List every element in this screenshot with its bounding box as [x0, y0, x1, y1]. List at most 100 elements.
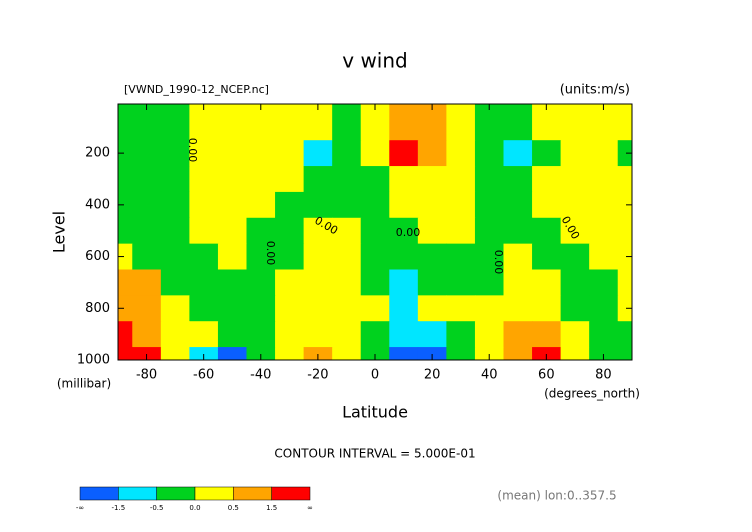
contour-cell: [332, 104, 362, 141]
contour-cell: [160, 140, 190, 167]
contour-cell: [189, 269, 219, 296]
contour-cell: [474, 243, 504, 270]
contour-cell: [389, 166, 419, 193]
contour-cell: [275, 269, 305, 296]
contour-cell: [160, 104, 190, 141]
contour-cell: [389, 347, 419, 361]
contour-cell: [532, 295, 562, 322]
contour-cell: [532, 347, 562, 361]
contour-cell: [589, 104, 619, 141]
contour-cell: [560, 166, 590, 193]
contour-cell: [132, 295, 162, 322]
contour-cell: [132, 217, 162, 245]
contour-cell: [118, 140, 133, 167]
contour-cell: [474, 217, 504, 245]
contour-cell: [360, 243, 390, 270]
y-axis-units: (millibar): [57, 377, 111, 391]
contour-cell: [132, 347, 162, 361]
contour-cell: [503, 295, 533, 322]
contour-cell: [132, 140, 162, 167]
contour-cell: [532, 217, 562, 245]
x-tick-label: 0: [371, 368, 379, 383]
contour-cell: [389, 269, 419, 296]
contour-cell: [332, 191, 362, 219]
x-tick-label: 80: [595, 368, 612, 383]
contour-cell: [446, 166, 476, 193]
contour-cell: [417, 295, 447, 322]
contour-cell: [246, 269, 276, 296]
contour-cell: [275, 347, 305, 361]
contour-cell: [617, 140, 633, 167]
contour-cell: [160, 243, 190, 270]
contour-cell: [246, 104, 276, 141]
contour-cell: [217, 321, 247, 348]
contour-cell: [446, 104, 476, 141]
colorbar-swatch: [233, 486, 272, 501]
contour-cell: [118, 295, 133, 322]
colorbar-swatch: [118, 486, 157, 501]
contour-cell: [189, 166, 219, 193]
contour-cell: [360, 104, 390, 141]
colorbar-label: -∞: [76, 504, 84, 512]
contour-cell: [474, 321, 504, 348]
contour-cell: [589, 269, 619, 296]
contour-cell: [332, 217, 362, 245]
contour-cell: [389, 295, 419, 322]
contour-cell: [617, 321, 633, 348]
x-tick-label: -20: [307, 368, 328, 383]
contour-cell: [360, 166, 390, 193]
contour-cell: [332, 269, 362, 296]
contour-cell: [217, 347, 247, 361]
contour-cell: [303, 166, 333, 193]
contour-cell: [332, 243, 362, 270]
contour-cell: [132, 243, 162, 270]
contour-cell: [446, 321, 476, 348]
contour-cell: [560, 243, 590, 270]
colorbar-swatch: [79, 486, 119, 501]
contour-cell: [217, 217, 247, 245]
colorbar-swatch: [194, 486, 234, 501]
contour-cell: [560, 217, 590, 245]
contour-cell: [160, 295, 190, 322]
contour-cell: [332, 347, 362, 361]
contour-cell: [275, 295, 305, 322]
contour-cell: [417, 217, 447, 245]
contour-cell: [217, 243, 247, 270]
contour-cell: [617, 191, 633, 219]
contour-label: 0.00: [186, 138, 199, 163]
contour-cell: [132, 104, 162, 141]
chart-title: v wind: [342, 49, 407, 73]
contour-cell: [118, 166, 133, 193]
contour-cell: [217, 269, 247, 296]
contour-cell: [474, 347, 504, 361]
contour-cell: [275, 104, 305, 141]
contour-cell: [560, 191, 590, 219]
contour-cell: [275, 243, 305, 270]
contour-cell: [332, 140, 362, 167]
contour-cell: [503, 166, 533, 193]
contour-cell: [132, 166, 162, 193]
colorbar-label: -1.5: [111, 504, 125, 512]
contour-cell: [446, 191, 476, 219]
contour-cell: [560, 347, 590, 361]
contour-cell: [446, 217, 476, 245]
contour-cell: [532, 166, 562, 193]
contour-cell: [589, 217, 619, 245]
contour-cell: [332, 321, 362, 348]
x-axis-units: (degrees_north): [544, 387, 640, 401]
contour-cell: [389, 140, 419, 167]
contour-cell: [417, 243, 447, 270]
contour-cell: [303, 269, 333, 296]
contour-cell: [303, 104, 333, 141]
contour-cell: [617, 166, 633, 193]
colorbar-label: 0.5: [228, 504, 239, 512]
contour-cell: [118, 104, 133, 141]
footer-note: (mean) lon:0..357.5: [497, 489, 616, 503]
contour-cell: [360, 191, 390, 219]
contour-cell: [389, 104, 419, 141]
y-tick-label: 1000: [77, 353, 110, 368]
colorbar-swatch: [271, 486, 311, 501]
contour-cell: [160, 217, 190, 245]
contour-cell: [503, 269, 533, 296]
contour-cell: [474, 140, 504, 167]
